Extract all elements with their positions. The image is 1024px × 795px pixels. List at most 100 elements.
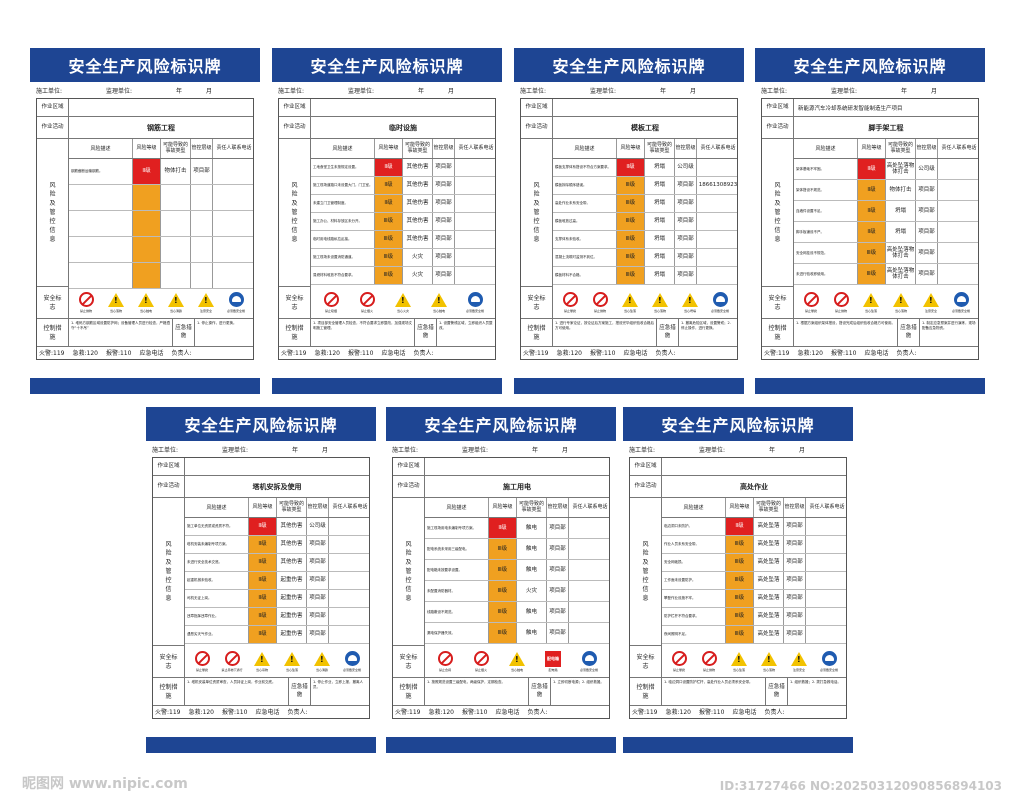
contact-footer: 火警:119 急救:120 报警:110 应急电话 负责人:: [153, 704, 369, 718]
table-header: 风险描述 风险等级 可能导致的事故类型 管控层级 责任人联系电话: [185, 498, 369, 518]
safety-sign-label: 安全标志: [630, 646, 662, 678]
risk-board: 安全生产风险标识牌 施工单位: 监理单位: 年 月 作业区域 新能源汽车冷却系统…: [755, 48, 985, 394]
sign-icon: [473, 651, 489, 667]
emergency-text: 1. 组织救援；2. 拨打急救电话。: [790, 680, 841, 684]
contact-tel: [569, 623, 611, 643]
contact-tel: 18661308923: [698, 182, 738, 189]
sign-icon: [228, 292, 244, 308]
sign-icon: [652, 292, 668, 308]
risk-row: 作业人员未系安全带。 Ⅲ级 高处坠落 项目部: [662, 536, 846, 554]
contact-tel: [938, 222, 980, 242]
risk-desc: 配电箱未按要求设置。: [425, 560, 489, 580]
sign-label: 当心落物: [894, 308, 907, 313]
control-measures: 1. 临边洞口设置防护栏杆，高处作业人员必须系安全带。 应急措施 1. 组织救援…: [662, 678, 846, 706]
control-label: 控制措施: [630, 678, 662, 706]
risk-desc: 工作面未设置防护。: [662, 572, 726, 589]
work-activity-label: 作业活动: [762, 117, 794, 138]
work-area-label: 作业区域: [630, 458, 662, 475]
sign-label: 当心落物: [762, 667, 775, 672]
accident-type: 坍塌: [645, 249, 675, 266]
mgmt-level: 项目部: [307, 590, 329, 607]
safety-sign: 当心落物: [760, 651, 778, 673]
emergency-label: 应急措施: [415, 319, 437, 346]
accident-type: 坍塌: [886, 201, 916, 221]
risk-desc: 架体搭设不规范。: [794, 180, 858, 200]
risk-level: Ⅲ级: [489, 539, 517, 559]
mgmt-level: 项目部: [433, 159, 455, 176]
risk-row: 施工现场用电未编制专项方案。 Ⅱ级 触电 项目部: [425, 518, 609, 539]
accident-type: 火灾: [403, 267, 433, 284]
safety-sign: 必须戴安全帽: [820, 651, 838, 673]
board-meta: 施工单位: 监理单位: 年 月: [152, 445, 372, 455]
risk-desc: 模板拆除顺序错误。: [553, 177, 617, 194]
construction-unit: 施工单位:: [36, 88, 63, 95]
emergency-text: 1. 停止操作，进行更换。: [197, 321, 237, 325]
mgmt-level: 项目部: [675, 177, 697, 194]
col-contact: 责任人联系电话: [332, 503, 368, 510]
sign-label: 配电箱: [548, 667, 558, 672]
mgmt-level: 项目部: [784, 554, 806, 571]
contact-tel: [806, 518, 848, 535]
work-activity-label: 作业活动: [153, 476, 185, 497]
risk-desc: 未进行验收即使用。: [794, 264, 858, 284]
risk-row: 攀登作业设施不牢。 Ⅲ级 高处坠落 项目部: [662, 590, 846, 608]
year-label: 年: [176, 88, 183, 95]
risk-row: 模板堆放过高。 Ⅲ级 坍塌 项目部: [553, 213, 737, 231]
sign-label: 当心火灾: [396, 308, 409, 313]
sign-label: 禁止抛物: [834, 308, 847, 313]
police-number: 报警:110: [105, 349, 132, 357]
mgmt-level: 项目部: [916, 264, 938, 284]
risk-board: 安全生产风险标识牌 施工单位: 监理单位: 年 月 作业区域 作业活动 施工用电…: [386, 407, 616, 753]
col-level: 风险等级: [858, 139, 886, 158]
accident-type: 其他伤害: [403, 231, 433, 248]
risk-level: [133, 185, 161, 210]
risk-board: 安全生产风险标识牌 施工单位: 监理单位: 年 月 作业区域 作业活动 塔机安拆…: [146, 407, 376, 753]
work-activity-label: 作业活动: [37, 117, 69, 138]
risk-row: 连墙件设置不足。 Ⅱ级 坍塌 项目部: [794, 201, 978, 222]
contact-tel: [569, 581, 611, 601]
safety-sign: 当心坠落: [862, 292, 880, 314]
accident-type: 触电: [517, 602, 547, 622]
safety-sign: 当心吊物: [253, 651, 271, 673]
safety-sign: 必须戴安全帽: [711, 292, 729, 314]
risk-row: 配电系统未采用三级配电。 Ⅲ级 触电 项目部: [425, 539, 609, 560]
risk-level: Ⅲ级: [726, 572, 754, 589]
contact-tel: [213, 263, 255, 288]
risk-row: 施工现场未设置消防通道。 Ⅲ级 火灾 项目部: [311, 249, 495, 267]
construction-unit: 施工单位:: [152, 447, 179, 454]
work-area-label: 作业区域: [153, 458, 185, 475]
sign-icon: [821, 651, 837, 667]
sign-icon: [138, 292, 154, 308]
work-area-row: 作业区域: [37, 99, 253, 117]
construction-unit: 施工单位:: [761, 88, 788, 95]
risk-row: 施工现场道路口未设置大门，门卫室。 Ⅱ级 其他伤害 项目部: [311, 177, 495, 195]
board-meta: 施工单位: 监理单位: 年 月: [761, 86, 981, 96]
supervision-unit: 监理单位:: [590, 88, 617, 95]
emergency-label: 应急措施: [766, 678, 788, 705]
mgmt-level: 项目部: [675, 267, 697, 284]
accident-type: 起重伤害: [277, 608, 307, 625]
risk-desc: 夜间照明不足。: [662, 626, 726, 643]
risk-row: 未配置消防器材。 Ⅲ级 火灾 项目部: [425, 581, 609, 602]
risk-desc: 漏电保护器失效。: [425, 623, 489, 643]
sign-label: 禁止吸烟: [324, 308, 337, 313]
risk-level: Ⅱ级: [375, 177, 403, 194]
activity-name: 模板工程: [631, 123, 659, 132]
risk-desc: 钢筋截断运输钢筋。: [69, 159, 133, 184]
sign-icon: [467, 292, 483, 308]
watermark-right: ID:31727466 NO:20250312090856894103: [719, 779, 1002, 793]
fire-number: 火警:119: [632, 708, 658, 716]
contact-tel: [806, 608, 848, 625]
activity-name: 钢筋工程: [147, 123, 175, 132]
accident-type: 坍塌: [645, 267, 675, 284]
risk-row: 未建立门卫管理制度。 Ⅱ级 其他伤害 项目部: [311, 195, 495, 213]
col-mgmt: 管控层级: [191, 139, 213, 158]
risk-level: Ⅱ级: [249, 536, 277, 553]
risk-desc: [69, 185, 133, 210]
activity-row: 作业活动 高处作业: [630, 476, 846, 498]
work-activity-label: 作业活动: [393, 476, 425, 497]
year-label: 年: [901, 88, 908, 95]
activity-row: 作业活动 脚手架工程: [762, 117, 978, 139]
sign-icon: 配电箱: [545, 650, 561, 667]
risk-card: 作业区域 作业活动 高处作业 风险及管控信息 风险描述 风险等级 可能导致的事故…: [629, 457, 847, 719]
